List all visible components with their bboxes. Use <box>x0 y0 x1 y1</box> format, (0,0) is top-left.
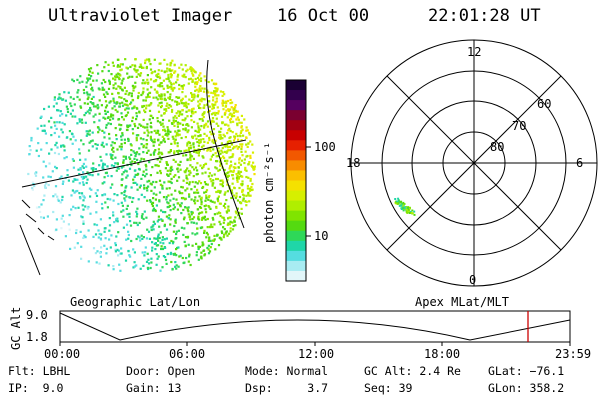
polar-grid <box>350 39 598 287</box>
colorbar-band <box>286 80 306 91</box>
colorbar-band <box>286 100 306 111</box>
seq-value: Seq: 39 <box>364 381 413 395</box>
limb-tick-line <box>19 224 41 276</box>
limb-tick <box>25 213 37 223</box>
glat-value: GLat: −76.1 <box>488 364 565 378</box>
instrument-title: Ultraviolet Imager <box>48 6 233 26</box>
colorbar-band <box>286 140 306 151</box>
colorbar-label-10: 10 <box>314 229 329 243</box>
colorbar-band <box>286 200 306 212</box>
colorbar-band <box>286 180 306 192</box>
gain-value: Gain: 13 <box>126 381 182 395</box>
colorbar-band <box>286 260 306 272</box>
date-label: 16 Oct 00 <box>277 6 370 26</box>
timeline-xtick-1800: 18:00 <box>424 347 461 361</box>
glon-value: GLon: 358.2 <box>488 381 565 395</box>
lat-label-60: 60 <box>537 97 552 111</box>
colorbar-band <box>286 220 306 232</box>
color-scale-bar <box>286 80 306 282</box>
colorbar-band <box>286 90 306 101</box>
colorbar-band <box>286 210 306 222</box>
timeline-ytick-bottom: 1.8 <box>26 330 48 344</box>
polar-emission-patch <box>394 197 416 216</box>
timeline-xtick-2359: 23:59 <box>555 347 592 361</box>
dsp-value: Dsp: 3.7 <box>245 381 329 395</box>
mlt-label-6: 6 <box>576 156 584 170</box>
ip-value: IP: 9.0 <box>8 381 64 395</box>
timeline-ytick-top: 9.0 <box>26 308 48 322</box>
lat-label-70: 70 <box>512 119 527 133</box>
lat-label-80: 80 <box>490 140 505 154</box>
mode-value: Mode: Normal <box>245 364 329 378</box>
colorbar-band <box>286 170 306 182</box>
colorbar-band <box>286 120 306 131</box>
timeline-xtick-0000: 00:00 <box>44 347 81 361</box>
colorbar-band <box>286 110 306 121</box>
polar-diagonal <box>386 75 562 251</box>
colorbar-band <box>286 240 306 252</box>
timeline-xtick-1200: 12:00 <box>298 347 335 361</box>
colorbar-label-100: 100 <box>314 140 336 154</box>
time-label: 22:01:28 UT <box>428 6 541 26</box>
altitude-curve <box>59 312 571 341</box>
grid-line-meridian <box>206 59 245 229</box>
colorbar-frame <box>285 79 307 282</box>
filter-value: Flt: LBHL <box>8 364 71 378</box>
colorbar-band <box>286 150 306 161</box>
limb-tick <box>21 199 31 209</box>
mlt-label-12: 12 <box>467 45 482 59</box>
timeline-right-label: Apex MLat/MLT <box>415 295 509 309</box>
timeline-xtick-0600: 06:00 <box>169 347 206 361</box>
colorbar-band <box>286 250 306 262</box>
timeline-ylabel: GC Alt <box>9 306 23 350</box>
limb-tick <box>37 227 45 235</box>
door-value: Door: Open <box>126 364 196 378</box>
colorbar-unit-label: photon cm⁻²s⁻¹ <box>262 141 276 243</box>
timeline-frame <box>59 310 571 343</box>
uv-earth-image <box>27 58 256 272</box>
colorbar-band <box>286 270 306 282</box>
mlt-label-18: 18 <box>346 156 361 170</box>
colorbar-band <box>286 190 306 202</box>
geographic-grid <box>19 59 247 276</box>
colorbar-band <box>286 160 306 172</box>
limb-tick <box>47 235 55 241</box>
colorbar-band <box>286 230 306 242</box>
grid-line-latitude <box>21 139 247 188</box>
gc-alt-value: GC Alt: 2.4 Re <box>364 364 461 378</box>
mlt-label-0: 0 <box>469 273 477 287</box>
colorbar-band <box>286 130 306 141</box>
timeline-left-label: Geographic Lat/Lon <box>70 295 201 309</box>
